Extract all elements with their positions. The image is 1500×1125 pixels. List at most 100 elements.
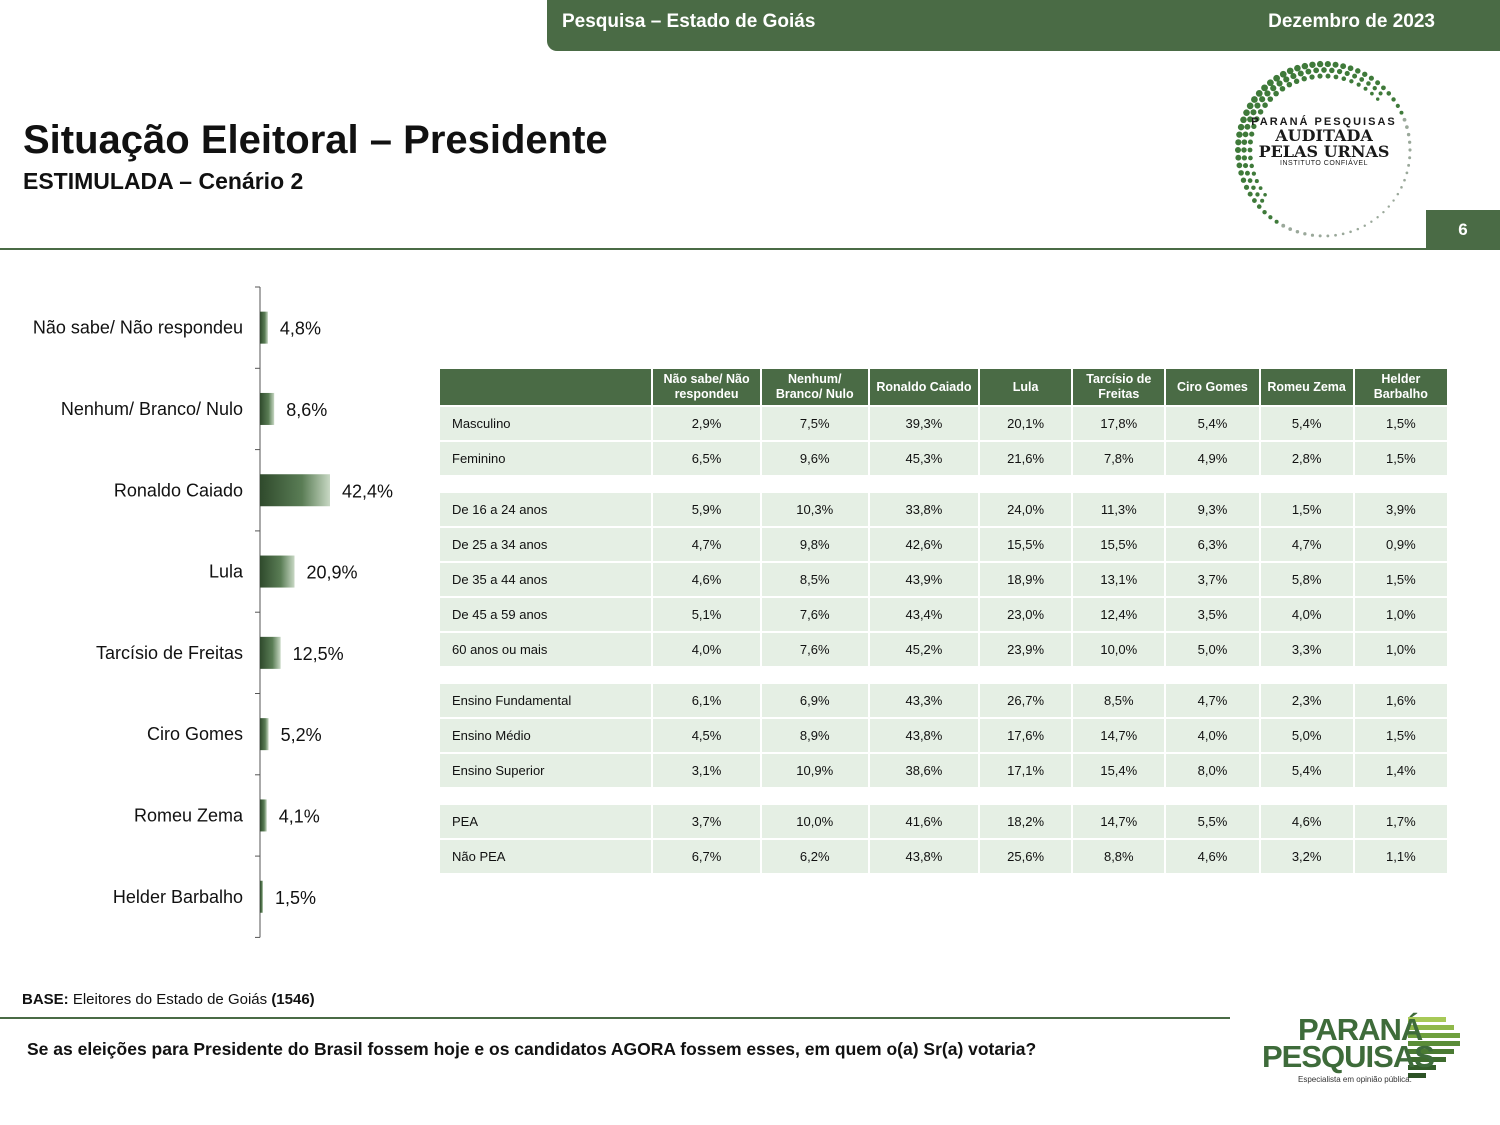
table-cell: 21,6% bbox=[980, 442, 1072, 477]
table-cell: 45,2% bbox=[869, 633, 979, 668]
table-cell: 24,0% bbox=[980, 493, 1072, 528]
seal-line-3: PELAS URNAS bbox=[1258, 142, 1390, 161]
table-cell: 8,0% bbox=[1166, 754, 1259, 789]
table-cell: 25,6% bbox=[980, 840, 1072, 875]
table-cell: 43,8% bbox=[869, 840, 979, 875]
table-cell: 1,6% bbox=[1354, 684, 1447, 719]
table-cell: 38,6% bbox=[869, 754, 979, 789]
bar bbox=[260, 555, 295, 588]
footer-divider bbox=[0, 1017, 1230, 1019]
page-number: 6 bbox=[1426, 210, 1500, 250]
table-cell: 17,8% bbox=[1073, 407, 1165, 442]
table-cell: 1,5% bbox=[1354, 563, 1447, 598]
row-label: De 35 a 44 anos bbox=[440, 563, 652, 598]
table-cell: 10,0% bbox=[761, 805, 868, 840]
table-row: PEA 3,7% 10,0% 41,6% 18,2% 14,7% 5,5% 4,6% 1,7% bbox=[440, 805, 1447, 840]
survey-title: Pesquisa – Estado de Goiás bbox=[562, 11, 816, 32]
row-label: De 25 a 34 anos bbox=[440, 528, 652, 563]
row-label: Feminino bbox=[440, 442, 652, 477]
bar-category-label: Tarcísio de Freitas bbox=[96, 643, 243, 663]
column-header: Romeu Zema bbox=[1260, 369, 1353, 407]
header-blank bbox=[440, 369, 652, 407]
table-cell: 17,1% bbox=[980, 754, 1072, 789]
table-cell: 10,3% bbox=[761, 493, 868, 528]
table-cell: 5,0% bbox=[1260, 719, 1353, 754]
table-row: 60 anos ou mais 4,0% 7,6% 45,2% 23,9% 10,0% 5,… bbox=[440, 633, 1447, 668]
row-label: Ensino Superior bbox=[440, 754, 652, 789]
bar bbox=[260, 636, 281, 669]
table-cell: 14,7% bbox=[1073, 805, 1165, 840]
table-cell: 1,5% bbox=[1354, 719, 1447, 754]
table-cell: 6,3% bbox=[1166, 528, 1259, 563]
bar-category-label: Romeu Zema bbox=[134, 805, 244, 825]
table-cell: 5,4% bbox=[1260, 754, 1353, 789]
table-cell: 8,5% bbox=[1073, 684, 1165, 719]
bar bbox=[260, 392, 275, 425]
table-cell: 6,5% bbox=[653, 442, 760, 477]
bar bbox=[260, 311, 268, 344]
table-cell: 3,1% bbox=[653, 754, 760, 789]
table-cell: 0,9% bbox=[1354, 528, 1447, 563]
column-header: Helder Barbalho bbox=[1354, 369, 1447, 407]
logo-line-1: PARANÁ bbox=[1298, 1012, 1423, 1047]
logo-tagline: Especialista em opinião pública. bbox=[1298, 1075, 1412, 1084]
table-cell: 6,2% bbox=[761, 840, 868, 875]
bar bbox=[260, 718, 269, 751]
table-cell: 39,3% bbox=[869, 407, 979, 442]
base-note: BASE: Eleitores do Estado de Goiás (1546… bbox=[22, 991, 315, 1008]
bar-value-label: 4,1% bbox=[279, 806, 320, 826]
bar-value-label: 12,5% bbox=[293, 644, 344, 664]
column-header: Não sabe/ Não respondeu bbox=[653, 369, 760, 407]
table-cell: 15,5% bbox=[1073, 528, 1165, 563]
column-header: Ciro Gomes bbox=[1166, 369, 1259, 407]
table-cell: 5,1% bbox=[653, 598, 760, 633]
table-cell: 8,8% bbox=[1073, 840, 1165, 875]
bar-value-label: 8,6% bbox=[286, 400, 327, 420]
table-cell: 20,1% bbox=[980, 407, 1072, 442]
table-cell: 43,9% bbox=[869, 563, 979, 598]
row-label: Masculino bbox=[440, 407, 652, 442]
table-cell: 10,9% bbox=[761, 754, 868, 789]
table-cell: 9,6% bbox=[761, 442, 868, 477]
bar-category-label: Lula bbox=[209, 562, 244, 582]
table-cell: 5,9% bbox=[653, 493, 760, 528]
table-cell: 3,7% bbox=[1166, 563, 1259, 598]
bar-category-label: Nenhum/ Branco/ Nulo bbox=[61, 399, 243, 419]
row-label: Ensino Médio bbox=[440, 719, 652, 754]
table-cell: 3,7% bbox=[653, 805, 760, 840]
table-cell: 7,6% bbox=[761, 633, 868, 668]
seal-line-4: INSTITUTO CONFIÁVEL bbox=[1280, 160, 1368, 167]
survey-question: Se as eleições para Presidente do Brasil… bbox=[27, 1039, 1037, 1059]
row-label: De 16 a 24 anos bbox=[440, 493, 652, 528]
table-cell: 6,7% bbox=[653, 840, 760, 875]
table-cell: 26,7% bbox=[980, 684, 1072, 719]
bar-category-label: Ronaldo Caiado bbox=[114, 480, 243, 500]
table-row: Ensino Médio 4,5% 8,9% 43,8% 17,6% 14,7% 4,0% 5… bbox=[440, 719, 1447, 754]
bar-value-label: 20,9% bbox=[307, 563, 358, 583]
table-header-row: Não sabe/ Não respondeu Nenhum/ Branco/ N… bbox=[440, 369, 1447, 407]
brand-logo: PARANÁ PESQUISAS Especialista em opinião… bbox=[1260, 1012, 1465, 1092]
bar-value-label: 4,8% bbox=[280, 319, 321, 339]
table-cell: 2,8% bbox=[1260, 442, 1353, 477]
table-cell: 14,7% bbox=[1073, 719, 1165, 754]
seal-line-2: AUDITADA bbox=[1275, 126, 1373, 145]
table-cell: 15,5% bbox=[980, 528, 1072, 563]
row-label: De 45 a 59 anos bbox=[440, 598, 652, 633]
row-label: Não PEA bbox=[440, 840, 652, 875]
column-header: Lula bbox=[980, 369, 1072, 407]
table-cell: 4,0% bbox=[1260, 598, 1353, 633]
column-header: Tarcísio de Freitas bbox=[1073, 369, 1165, 407]
table-cell: 1,0% bbox=[1354, 598, 1447, 633]
table-row: Ensino Superior 3,1% 10,9% 38,6% 17,1% 15,4% 8… bbox=[440, 754, 1447, 789]
bar bbox=[260, 799, 267, 832]
table-cell: 1,5% bbox=[1354, 407, 1447, 442]
table-cell: 9,8% bbox=[761, 528, 868, 563]
table-cell: 8,9% bbox=[761, 719, 868, 754]
table-cell: 1,4% bbox=[1354, 754, 1447, 789]
bar-value-label: 1,5% bbox=[275, 888, 316, 908]
table-cell: 4,5% bbox=[653, 719, 760, 754]
table-cell: 45,3% bbox=[869, 442, 979, 477]
table-row: De 35 a 44 anos 4,6% 8,5% 43,9% 18,9% 13,1% 3,… bbox=[440, 563, 1447, 598]
group-spacer bbox=[440, 789, 1447, 805]
table-cell: 3,9% bbox=[1354, 493, 1447, 528]
